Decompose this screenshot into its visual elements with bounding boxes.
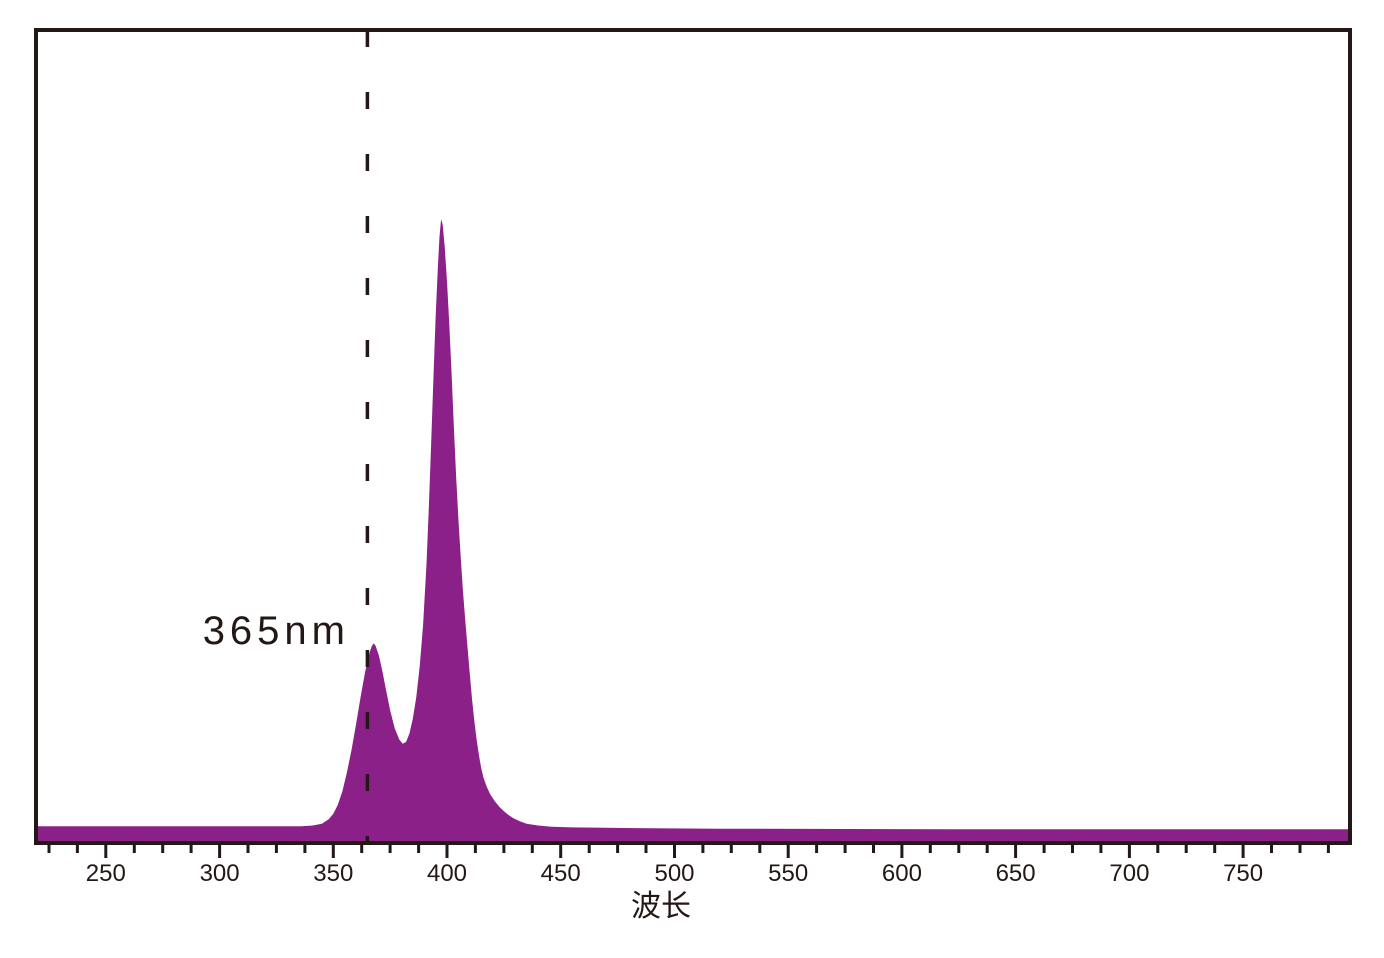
x-axis-tick-label: 650 xyxy=(996,860,1036,887)
plot-area-border xyxy=(34,28,1352,845)
x-axis-title: 波长 xyxy=(631,890,691,923)
annotation-label-365nm: 365nm xyxy=(203,609,350,653)
x-axis-tick-label: 550 xyxy=(768,860,808,887)
x-axis-tick-label: 700 xyxy=(1109,860,1149,887)
x-axis-tick-label: 450 xyxy=(541,860,581,887)
x-axis-tick-label: 350 xyxy=(313,860,353,887)
x-axis-tick-label: 400 xyxy=(427,860,467,887)
x-axis-tick-label: 500 xyxy=(654,860,694,887)
x-axis-tick-labels: 250 300 350 400 450 500 550 600 650 700 750 xyxy=(86,860,1263,887)
x-axis-tick-label: 300 xyxy=(200,860,240,887)
x-axis-tick-label: 750 xyxy=(1223,860,1263,887)
spectrum-area xyxy=(36,219,1350,843)
x-axis-ticks xyxy=(47,845,1330,858)
x-axis-tick-label: 600 xyxy=(882,860,922,887)
x-axis-tick-label: 250 xyxy=(86,860,126,887)
